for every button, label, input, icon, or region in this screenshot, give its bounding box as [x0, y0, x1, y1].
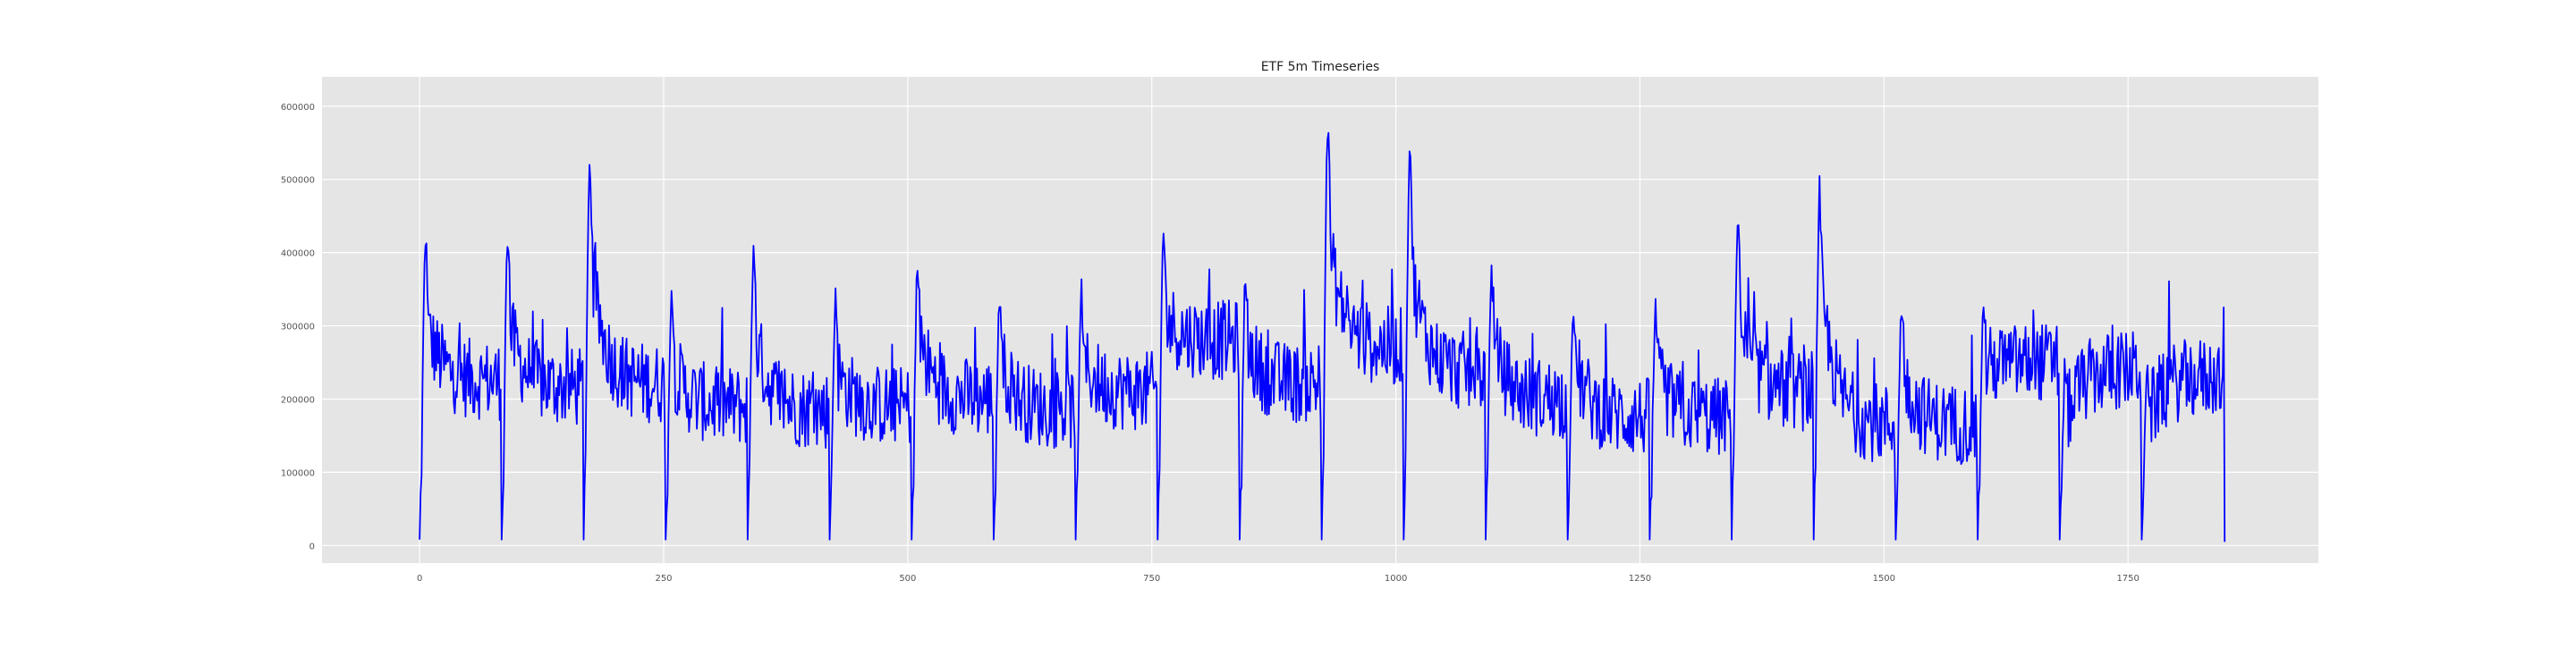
y-tick-label: 400000 — [281, 249, 315, 259]
tick-labels: 0 250 500 750 1000 1250 1500 1750 0 100000 200000 3… — [281, 103, 2140, 584]
x-tick-label: 250 — [655, 574, 672, 584]
y-tick-label: 100000 — [281, 468, 315, 478]
x-tick-label: 1750 — [2116, 574, 2139, 584]
x-tick-label: 500 — [899, 574, 916, 584]
x-tick-label: 1500 — [1873, 574, 1895, 584]
x-tick-label: 1250 — [1629, 574, 1651, 584]
y-tick-label: 300000 — [281, 323, 315, 332]
plot-background — [322, 77, 2318, 563]
chart-title: ETF 5m Timeseries — [1261, 60, 1380, 74]
x-tick-label: 750 — [1143, 574, 1160, 584]
series-line — [419, 131, 2226, 543]
y-tick-label: 0 — [309, 542, 315, 551]
x-tick-label: 0 — [417, 574, 422, 584]
grid-lines — [322, 77, 2318, 563]
y-tick-label: 500000 — [281, 176, 315, 186]
y-tick-label: 600000 — [281, 103, 315, 113]
x-tick-label: 1000 — [1385, 574, 1407, 584]
y-tick-label: 200000 — [281, 395, 315, 405]
